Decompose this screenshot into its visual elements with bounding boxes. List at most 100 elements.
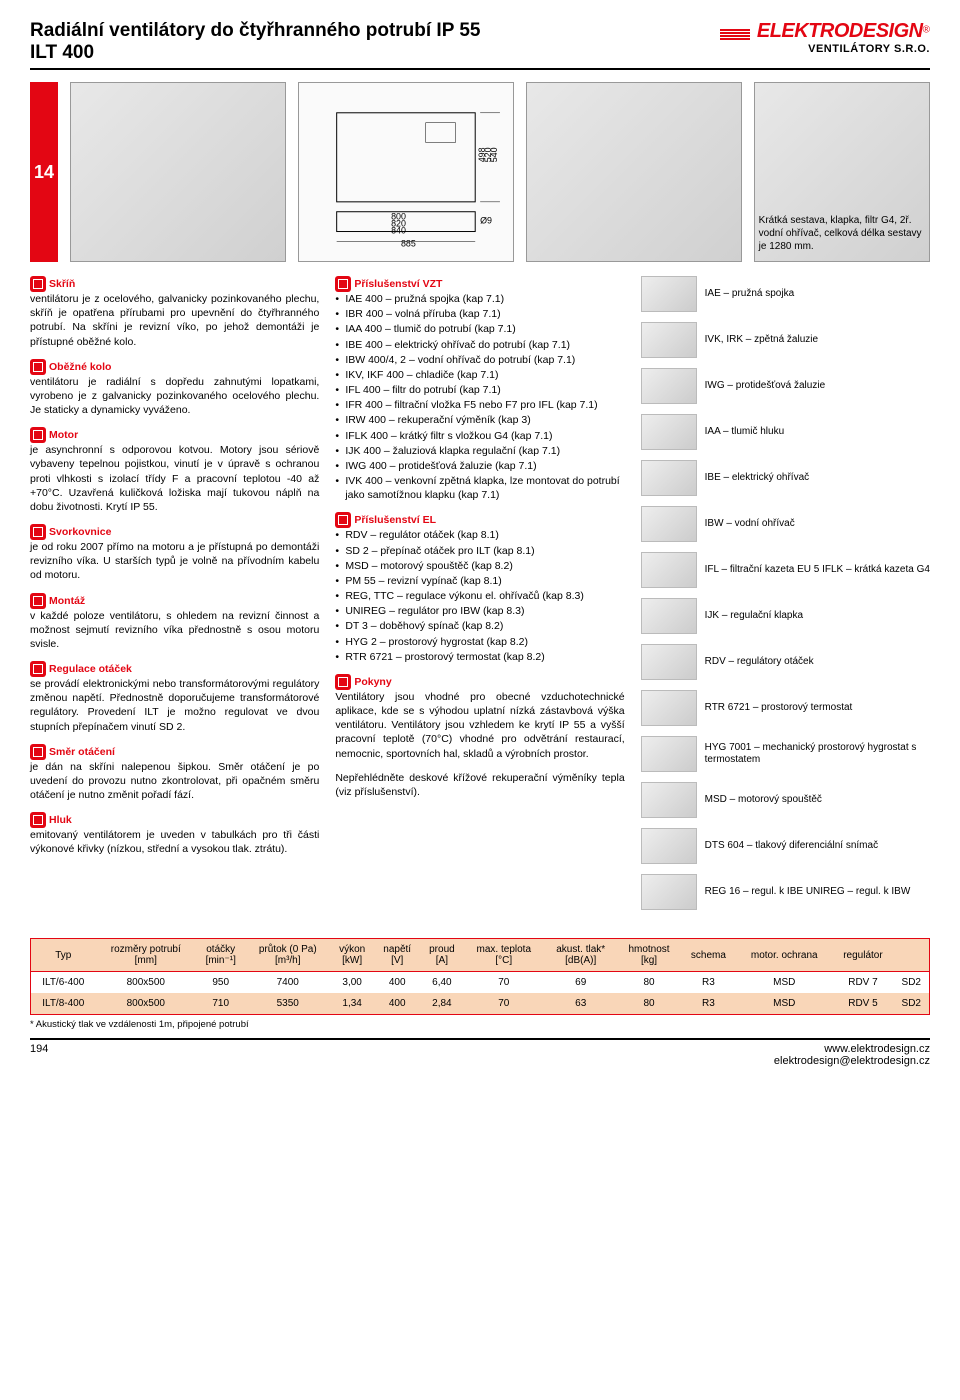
- table-header: rozměry potrubí [mm]: [96, 939, 197, 972]
- table-cell: 70: [464, 972, 545, 994]
- accessory-row: IAE – pružná spojka: [641, 276, 930, 312]
- accessories-vzt-list: IAE 400 – pružná spojka (kap 7.1)IBR 400…: [335, 292, 624, 502]
- accessory-row: RDV – regulátory otáček: [641, 644, 930, 680]
- table-row: ILT/8-400800x50071053501,344002,84706380…: [31, 993, 929, 1014]
- list-item: UNIREG – regulátor pro IBW (kap 8.3): [335, 604, 624, 618]
- section-icon: [335, 674, 351, 690]
- page-title: Radiální ventilátory do čtyřhranného pot…: [30, 20, 480, 64]
- section-icon: [30, 276, 46, 292]
- list-item: IAE 400 – pružná spojka (kap 7.1): [335, 292, 624, 306]
- accessory-thumb: [641, 782, 697, 818]
- section-icon: [30, 524, 46, 540]
- table-header: napětí [V]: [374, 939, 420, 972]
- accessory-thumb: [641, 874, 697, 910]
- table-header: proud [A]: [420, 939, 463, 972]
- list-item: IRW 400 – rekuperační výměník (kap 3): [335, 413, 624, 427]
- accessory-label: RTR 6721 – prostorový termostat: [705, 702, 853, 715]
- accessory-row: RTR 6721 – prostorový termostat: [641, 690, 930, 726]
- table-cell: R3: [681, 993, 736, 1014]
- table-header: výkon [kW]: [330, 939, 374, 972]
- table-cell: 5350: [245, 993, 330, 1014]
- list-item: IBW 400/4, 2 – vodní ohřívač do potrubí …: [335, 353, 624, 367]
- accessory-label: IFL – filtrační kazeta EU 5 IFLK – krátk…: [705, 564, 930, 577]
- table-cell: 63: [544, 993, 617, 1014]
- table-header: akust. tlak* [dB(A)]: [544, 939, 617, 972]
- accessory-label: IVK, IRK – zpětná žaluzie: [705, 334, 818, 347]
- section-icon: [335, 512, 351, 528]
- list-item: IKV, IKF 400 – chladiče (kap 7.1): [335, 368, 624, 382]
- list-item: REG, TTC – regulace výkonu el. ohřívačů …: [335, 589, 624, 603]
- list-item: IVK 400 – venkovní zpětná klapka, lze mo…: [335, 474, 624, 502]
- page-section-number: 14: [30, 82, 58, 262]
- table-footnote: * Akustický tlak ve vzdálenosti 1m, přip…: [30, 1019, 930, 1030]
- accessory-row: IAA – tlumič hluku: [641, 414, 930, 450]
- accessory-row: IVK, IRK – zpětná žaluzie: [641, 322, 930, 358]
- accessory-label: IAE – pružná spojka: [705, 288, 795, 301]
- table-cell: 80: [617, 972, 680, 994]
- image-caption: Krátká sestava, klapka, filtr G4, 2ř. vo…: [755, 210, 929, 257]
- page-header: Radiální ventilátory do čtyřhranného pot…: [30, 20, 930, 70]
- footer-url: www.elektrodesign.cz: [774, 1043, 930, 1055]
- accessory-thumb: [641, 414, 697, 450]
- table-cell: RDV 5: [832, 993, 893, 1014]
- accessories-el-list: RDV – regulátor otáček (kap 8.1)SD 2 – p…: [335, 528, 624, 664]
- section-icon: [30, 744, 46, 760]
- column-2: Příslušenství VZT IAE 400 – pružná spojk…: [335, 276, 624, 920]
- table-cell: MSD: [736, 972, 832, 994]
- accessory-label: IWG – protidešťová žaluzie: [705, 380, 825, 393]
- table-cell: SD2: [894, 993, 929, 1014]
- top-image-row: 14 498 520 540 800 820 840 Ø9 885: [30, 82, 930, 262]
- table-cell: 2,84: [420, 993, 463, 1014]
- svg-text:Ø9: Ø9: [480, 215, 492, 225]
- section-icon: [335, 276, 351, 292]
- accessory-label: REG 16 – regul. k IBE UNIREG – regul. k …: [705, 886, 911, 899]
- table-cell: 69: [544, 972, 617, 994]
- table-cell: ILT/8-400: [31, 993, 96, 1014]
- table-cell: 1,34: [330, 993, 374, 1014]
- table-cell: 800x500: [96, 972, 197, 994]
- accessory-thumb: [641, 644, 697, 680]
- accessory-thumb: [641, 368, 697, 404]
- accessory-thumb: [641, 828, 697, 864]
- table-cell: R3: [681, 972, 736, 994]
- accessory-row: IBW – vodní ohřívač: [641, 506, 930, 542]
- table-cell: 400: [374, 993, 420, 1014]
- accessory-thumb: [641, 460, 697, 496]
- brand-logo: ELEKTRODESIGN® VENTILÁTORY S.R.O.: [720, 20, 930, 55]
- product-photo-2: [526, 82, 742, 262]
- column-3: IAE – pružná spojka IVK, IRK – zpětná žal…: [641, 276, 930, 920]
- accessory-thumb: [641, 690, 697, 726]
- table-cell: 710: [196, 993, 245, 1014]
- accessory-row: IFL – filtrační kazeta EU 5 IFLK – krátk…: [641, 552, 930, 588]
- table-cell: 80: [617, 993, 680, 1014]
- product-photo-1: [70, 82, 286, 262]
- list-item: SD 2 – přepínač otáček pro ILT (kap 8.1): [335, 544, 624, 558]
- list-item: HYG 2 – prostorový hygrostat (kap 8.2): [335, 635, 624, 649]
- section-icon: [30, 661, 46, 677]
- accessory-label: IJK – regulační klapka: [705, 610, 803, 623]
- list-item: IAA 400 – tlumič do potrubí (kap 7.1): [335, 322, 624, 336]
- list-item: DT 3 – doběhový spínač (kap 8.2): [335, 619, 624, 633]
- table-cell: 800x500: [96, 993, 197, 1014]
- list-item: IWG 400 – protidešťová žaluzie (kap 7.1): [335, 459, 624, 473]
- table-header: Typ: [31, 939, 96, 972]
- list-item: RTR 6721 – prostorový termostat (kap 8.2…: [335, 650, 624, 664]
- accessory-label: IAA – tlumič hluku: [705, 426, 784, 439]
- list-item: IBR 400 – volná příruba (kap 7.1): [335, 307, 624, 321]
- table-header: regulátor: [832, 939, 893, 972]
- table-cell: 400: [374, 972, 420, 994]
- table-cell: 6,40: [420, 972, 463, 994]
- accessory-label: RDV – regulátory otáček: [705, 656, 814, 669]
- accessory-thumb: [641, 598, 697, 634]
- svg-text:840: 840: [391, 225, 406, 235]
- accessory-row: IWG – protidešťová žaluzie: [641, 368, 930, 404]
- accessory-thumb: [641, 506, 697, 542]
- list-item: IFLK 400 – krátký filtr s vložkou G4 (ka…: [335, 429, 624, 443]
- section-icon: [30, 427, 46, 443]
- footer-email: elektrodesign@elektrodesign.cz: [774, 1055, 930, 1067]
- table-cell: ILT/6-400: [31, 972, 96, 994]
- accessory-row: MSD – motorový spouštěč: [641, 782, 930, 818]
- table-header: motor. ochrana: [736, 939, 832, 972]
- list-item: PM 55 – revizní vypínač (kap 8.1): [335, 574, 624, 588]
- table-header: hmotnost [kg]: [617, 939, 680, 972]
